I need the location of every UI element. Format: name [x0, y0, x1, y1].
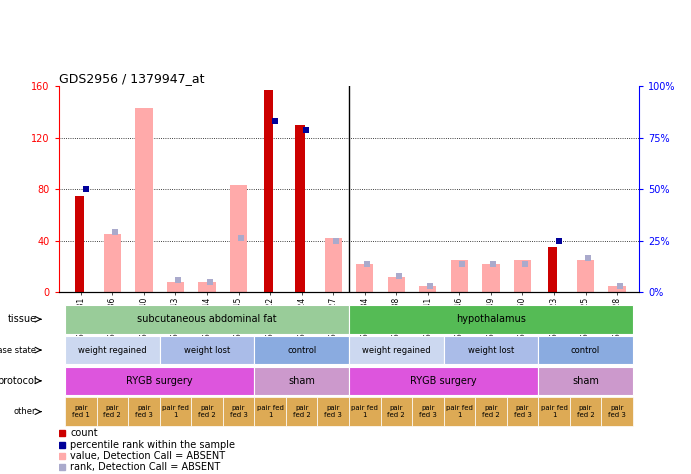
Text: pair fed
1: pair fed 1 — [446, 405, 473, 418]
Bar — [286, 397, 317, 426]
Bar — [349, 397, 381, 426]
Bar — [538, 336, 633, 365]
Bar — [65, 336, 160, 365]
Text: subcutaneous abdominal fat: subcutaneous abdominal fat — [138, 314, 277, 324]
Bar — [254, 366, 349, 395]
Text: pair
fed 3: pair fed 3 — [419, 405, 437, 418]
Text: pair
fed 3: pair fed 3 — [135, 405, 153, 418]
Bar — [325, 238, 342, 292]
Text: GDS2956 / 1379947_at: GDS2956 / 1379947_at — [59, 72, 205, 85]
Bar — [254, 397, 286, 426]
Text: weight lost: weight lost — [468, 346, 514, 355]
Bar — [451, 260, 468, 292]
Bar — [601, 397, 633, 426]
Bar — [128, 397, 160, 426]
Bar — [264, 90, 273, 292]
Text: pair fed
1: pair fed 1 — [256, 405, 283, 418]
Text: weight regained: weight regained — [78, 346, 146, 355]
Text: disease state: disease state — [0, 346, 37, 355]
Bar — [191, 397, 223, 426]
Bar — [198, 282, 216, 292]
Bar — [507, 397, 538, 426]
Bar — [167, 282, 184, 292]
Bar — [412, 397, 444, 426]
Text: protocol: protocol — [0, 376, 37, 386]
Bar — [65, 305, 349, 334]
Bar — [104, 235, 121, 292]
Text: RYGB surgery: RYGB surgery — [410, 376, 477, 386]
Bar — [475, 397, 507, 426]
Text: weight lost: weight lost — [184, 346, 230, 355]
Bar — [254, 336, 349, 365]
Text: weight regained: weight regained — [362, 346, 430, 355]
Bar — [160, 397, 191, 426]
Text: pair
fed 2: pair fed 2 — [293, 405, 310, 418]
Bar — [608, 286, 626, 292]
Bar — [482, 264, 500, 292]
Bar — [538, 397, 570, 426]
Bar — [97, 397, 128, 426]
Bar — [349, 366, 538, 395]
Text: pair
fed 3: pair fed 3 — [513, 405, 531, 418]
Bar — [514, 260, 531, 292]
Text: pair
fed 2: pair fed 2 — [104, 405, 121, 418]
Bar — [388, 277, 405, 292]
Text: pair
fed 2: pair fed 2 — [198, 405, 216, 418]
Bar — [444, 397, 475, 426]
Text: control: control — [287, 346, 316, 355]
Text: control: control — [571, 346, 600, 355]
Text: count: count — [70, 428, 98, 438]
Bar — [65, 397, 97, 426]
Bar — [230, 185, 247, 292]
Bar — [538, 366, 633, 395]
Text: pair
fed 2: pair fed 2 — [577, 405, 594, 418]
Bar — [419, 286, 437, 292]
Text: pair fed
1: pair fed 1 — [351, 405, 378, 418]
Text: sham: sham — [572, 376, 599, 386]
Text: pair
fed 2: pair fed 2 — [482, 405, 500, 418]
Text: pair fed
1: pair fed 1 — [162, 405, 189, 418]
Bar — [349, 336, 444, 365]
Text: pair fed
1: pair fed 1 — [540, 405, 567, 418]
Text: pair
fed 2: pair fed 2 — [388, 405, 405, 418]
Bar — [65, 366, 254, 395]
Bar — [577, 260, 594, 292]
Text: percentile rank within the sample: percentile rank within the sample — [70, 439, 236, 450]
Text: value, Detection Call = ABSENT: value, Detection Call = ABSENT — [70, 451, 225, 461]
Text: RYGB surgery: RYGB surgery — [126, 376, 193, 386]
Bar — [317, 397, 349, 426]
Bar — [135, 108, 153, 292]
Text: rank, Detection Call = ABSENT: rank, Detection Call = ABSENT — [70, 462, 220, 472]
Text: pair
fed 1: pair fed 1 — [72, 405, 90, 418]
Bar — [223, 397, 254, 426]
Text: tissue: tissue — [8, 314, 37, 324]
Text: hypothalamus: hypothalamus — [456, 314, 526, 324]
Bar — [444, 336, 538, 365]
Bar — [570, 397, 601, 426]
Text: other: other — [14, 407, 37, 416]
Text: pair
fed 3: pair fed 3 — [324, 405, 342, 418]
Bar — [160, 336, 254, 365]
Bar — [295, 125, 305, 292]
Text: sham: sham — [288, 376, 315, 386]
Text: pair
fed 3: pair fed 3 — [229, 405, 247, 418]
Bar — [75, 196, 84, 292]
Bar — [356, 264, 373, 292]
Bar — [349, 305, 633, 334]
Bar — [381, 397, 412, 426]
Bar — [548, 247, 557, 292]
Text: pair
fed 3: pair fed 3 — [608, 405, 626, 418]
